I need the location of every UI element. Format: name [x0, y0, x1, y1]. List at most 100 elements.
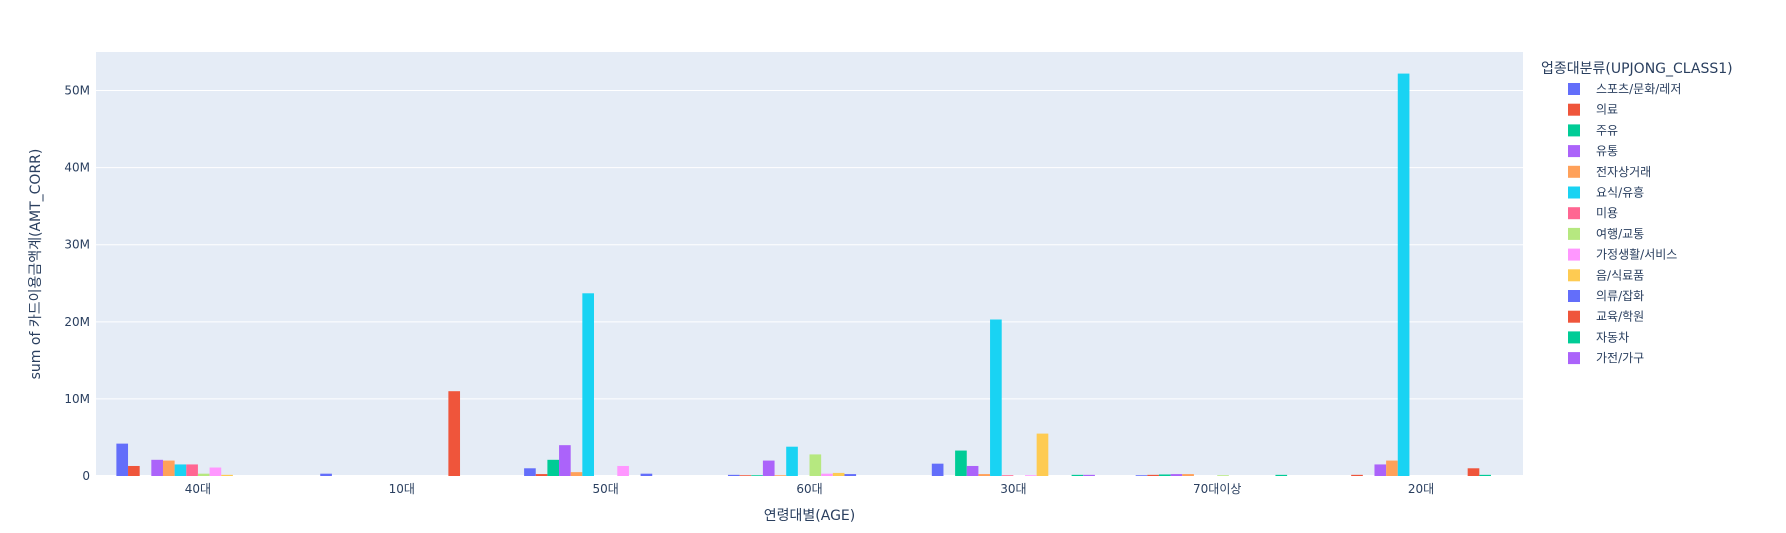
- bar: [786, 446, 798, 476]
- bars: [116, 73, 1491, 477]
- legend-label: 가전/가구: [1596, 351, 1644, 365]
- legend-item[interactable]: 음/식료품: [1568, 268, 1644, 282]
- bar: [320, 473, 332, 476]
- x-tick-label: 70대이상: [1193, 482, 1241, 496]
- bar: [751, 475, 763, 476]
- legend-item[interactable]: 여행/교통: [1568, 226, 1644, 241]
- bar: [1036, 433, 1049, 476]
- legend-item[interactable]: 가전/가구: [1568, 351, 1644, 365]
- legend-item[interactable]: 유통: [1568, 144, 1618, 158]
- bar: [990, 319, 1002, 476]
- legend-label: 스포츠/문화/레저: [1596, 82, 1681, 96]
- bar: [1397, 73, 1410, 477]
- legend-swatch: [1568, 186, 1580, 199]
- legend-swatch: [1568, 145, 1580, 158]
- bar: [116, 443, 129, 476]
- bar: [640, 473, 653, 476]
- legend-item[interactable]: 주유: [1568, 123, 1618, 137]
- bar: [617, 465, 629, 476]
- bar: [1025, 475, 1037, 476]
- legend-item[interactable]: 자동차: [1568, 330, 1629, 344]
- bar: [151, 459, 163, 476]
- bar: [1147, 474, 1159, 476]
- legend-swatch: [1568, 124, 1580, 137]
- bar: [762, 460, 775, 476]
- legend-label: 전자상거래: [1596, 165, 1651, 179]
- legend-swatch: [1568, 103, 1580, 116]
- legend-swatch: [1568, 83, 1580, 95]
- legend-title: 업종대분류(UPJONG_CLASS1): [1541, 61, 1733, 77]
- y-tick-label: 10M: [64, 392, 90, 406]
- bar: [1170, 474, 1183, 476]
- legend-item[interactable]: 의류/잡화: [1568, 289, 1644, 303]
- legend-item[interactable]: 교육/학원: [1568, 310, 1644, 324]
- bar: [174, 464, 187, 476]
- bar: [559, 445, 571, 476]
- bar: [1071, 474, 1084, 476]
- legend-swatch: [1568, 290, 1580, 302]
- bar: [1182, 474, 1194, 476]
- bar: [582, 293, 594, 476]
- y-tick-label: 40M: [64, 161, 90, 175]
- bar: [128, 465, 140, 476]
- legend-item[interactable]: 의료: [1568, 103, 1618, 117]
- x-tick-label: 60대: [796, 482, 822, 496]
- bar: [570, 472, 583, 476]
- bar: [1001, 475, 1014, 476]
- bar: [448, 391, 461, 476]
- legend-swatch: [1568, 248, 1580, 261]
- bar: [1351, 474, 1363, 476]
- legend-swatch: [1568, 269, 1580, 282]
- legend-label: 주유: [1596, 123, 1618, 137]
- legend-label: 자동차: [1596, 330, 1629, 344]
- bar: [1479, 474, 1491, 476]
- y-tick-label: 50M: [64, 84, 90, 98]
- bar: [197, 473, 210, 476]
- legend-label: 가정생활/서비스: [1596, 248, 1677, 262]
- legend-swatch: [1568, 207, 1580, 220]
- bar: [162, 460, 175, 476]
- legend: 업종대분류(UPJONG_CLASS1) 스포츠/문화/레저의료주유유통전자상거…: [1541, 61, 1733, 365]
- x-tick-label: 10대: [389, 482, 415, 496]
- bar: [209, 467, 222, 476]
- bar: [1217, 475, 1229, 476]
- legend-swatch: [1568, 227, 1580, 240]
- bar: [1275, 474, 1288, 476]
- legend-item[interactable]: 가정생활/서비스: [1568, 248, 1677, 262]
- bar: [524, 468, 536, 476]
- bar: [1158, 474, 1171, 476]
- bar: [966, 465, 979, 476]
- x-tick-label: 40대: [185, 482, 211, 496]
- legend-label: 의료: [1596, 103, 1618, 117]
- x-tick-label: 30대: [1000, 482, 1026, 496]
- y-tick-label: 20M: [64, 315, 90, 329]
- bar: [844, 474, 857, 476]
- legend-label: 교육/학원: [1596, 310, 1644, 324]
- bar: [1083, 474, 1095, 476]
- legend-item[interactable]: 스포츠/문화/레저: [1568, 82, 1681, 96]
- legend-item[interactable]: 미용: [1568, 206, 1618, 220]
- bar: [547, 459, 560, 476]
- bar: [931, 463, 944, 476]
- legend-swatch: [1568, 165, 1580, 178]
- legend-label: 음/식료품: [1596, 268, 1644, 282]
- legend-label: 여행/교통: [1596, 226, 1644, 241]
- bar: [221, 474, 233, 476]
- bar: [727, 474, 740, 476]
- bar: [821, 473, 833, 476]
- bar: [809, 454, 822, 476]
- bar: [186, 464, 198, 476]
- legend-label: 유통: [1596, 144, 1618, 158]
- legend-label: 요식/유흥: [1596, 186, 1644, 200]
- bar: [1135, 475, 1148, 476]
- legend-item[interactable]: 요식/유흥: [1568, 186, 1644, 200]
- bar: [955, 450, 967, 476]
- bar: [535, 474, 548, 476]
- x-tick-label: 20대: [1408, 482, 1434, 496]
- legend-swatch: [1568, 352, 1580, 365]
- plot-background: [96, 52, 1523, 476]
- bar: [1467, 468, 1480, 476]
- legend-item[interactable]: 전자상거래: [1568, 165, 1651, 179]
- x-axis-title: 연령대별(AGE): [764, 508, 855, 524]
- bar: [1386, 460, 1398, 476]
